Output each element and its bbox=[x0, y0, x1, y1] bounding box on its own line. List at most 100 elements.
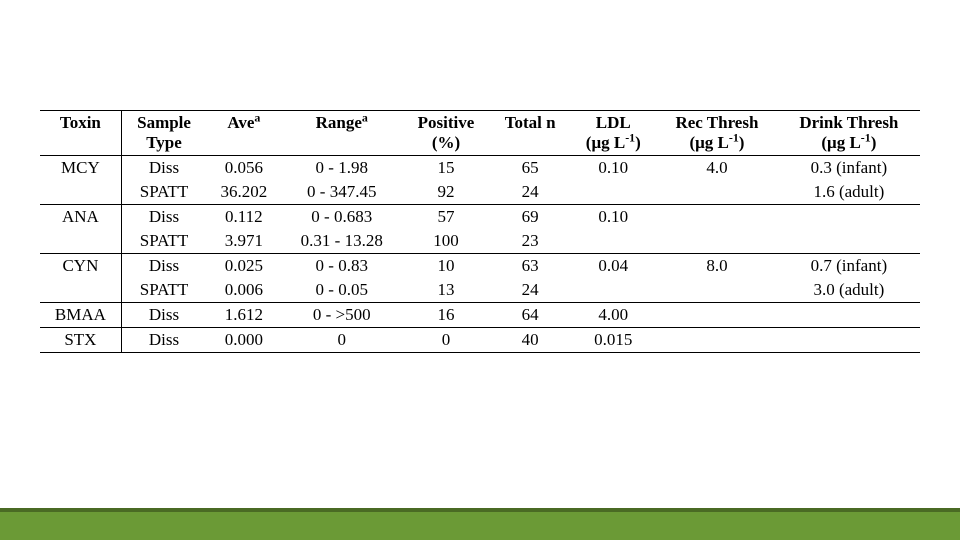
table-row: SPATT3.9710.31 - 13.2810023 bbox=[40, 229, 920, 254]
cell-toxin: MCY bbox=[40, 156, 121, 181]
cell-range: 0 - >500 bbox=[281, 303, 402, 328]
cell-toxin bbox=[40, 278, 121, 303]
header-rec-unit: (μg L-1) bbox=[689, 133, 744, 152]
cell-rec bbox=[656, 278, 778, 303]
col-positive-header: Positive (%) bbox=[402, 111, 490, 156]
header-drink-unit: (μg L-1) bbox=[821, 133, 876, 152]
table-body: MCYDiss0.0560 - 1.9815650.104.00.3 (infa… bbox=[40, 156, 920, 353]
table-row: STXDiss0.00000400.015 bbox=[40, 328, 920, 353]
cell-sample-type: SPATT bbox=[121, 278, 206, 303]
cell-ldl bbox=[570, 180, 656, 205]
cell-ave: 1.612 bbox=[206, 303, 281, 328]
cell-toxin bbox=[40, 180, 121, 205]
cell-ave: 3.971 bbox=[206, 229, 281, 254]
cell-ldl: 0.015 bbox=[570, 328, 656, 353]
cell-range: 0 - 0.683 bbox=[281, 205, 402, 230]
toxin-table: Toxin Sample Type Avea Rangea Positive (… bbox=[40, 110, 920, 353]
cell-drink: 1.6 (adult) bbox=[778, 180, 920, 205]
cell-ave: 0.112 bbox=[206, 205, 281, 230]
cell-totaln: 23 bbox=[490, 229, 571, 254]
col-totaln-header: Total n bbox=[490, 111, 571, 156]
cell-positive: 13 bbox=[402, 278, 490, 303]
cell-totaln: 69 bbox=[490, 205, 571, 230]
table-row: ANADiss0.1120 - 0.68357690.10 bbox=[40, 205, 920, 230]
cell-rec bbox=[656, 229, 778, 254]
cell-totaln: 24 bbox=[490, 278, 571, 303]
cell-toxin: ANA bbox=[40, 205, 121, 230]
cell-positive: 15 bbox=[402, 156, 490, 181]
cell-totaln: 40 bbox=[490, 328, 571, 353]
header-ldl-unit: (μg L-1) bbox=[586, 133, 641, 152]
col-toxin-header: Toxin bbox=[40, 111, 121, 156]
cell-positive: 92 bbox=[402, 180, 490, 205]
col-ldl-header: LDL (μg L-1) bbox=[570, 111, 656, 156]
cell-toxin: STX bbox=[40, 328, 121, 353]
cell-rec: 4.0 bbox=[656, 156, 778, 181]
cell-ldl: 0.04 bbox=[570, 254, 656, 279]
header-sample-l2: Type bbox=[146, 133, 182, 152]
cell-ave: 36.202 bbox=[206, 180, 281, 205]
cell-drink: 3.0 (adult) bbox=[778, 278, 920, 303]
cell-range: 0 - 0.83 bbox=[281, 254, 402, 279]
cell-range: 0 - 347.45 bbox=[281, 180, 402, 205]
cell-totaln: 63 bbox=[490, 254, 571, 279]
cell-sample-type: Diss bbox=[121, 156, 206, 181]
header-rec-l1: Rec Thresh bbox=[675, 113, 758, 132]
cell-totaln: 65 bbox=[490, 156, 571, 181]
cell-sample-type: SPATT bbox=[121, 180, 206, 205]
cell-ave: 0.006 bbox=[206, 278, 281, 303]
table-row: SPATT0.0060 - 0.051324 3.0 (adult) bbox=[40, 278, 920, 303]
header-range: Range bbox=[316, 113, 362, 132]
cell-rec bbox=[656, 205, 778, 230]
cell-rec bbox=[656, 180, 778, 205]
cell-range: 0 - 1.98 bbox=[281, 156, 402, 181]
cell-toxin bbox=[40, 229, 121, 254]
table-row: MCYDiss0.0560 - 1.9815650.104.00.3 (infa… bbox=[40, 156, 920, 181]
cell-ave: 0.056 bbox=[206, 156, 281, 181]
header-positive-l1: Positive bbox=[418, 113, 475, 132]
header-ave: Ave bbox=[227, 113, 254, 132]
cell-ldl: 0.10 bbox=[570, 205, 656, 230]
cell-sample-type: SPATT bbox=[121, 229, 206, 254]
header-positive-l2: (%) bbox=[432, 133, 460, 152]
cell-ldl: 4.00 bbox=[570, 303, 656, 328]
cell-positive: 16 bbox=[402, 303, 490, 328]
cell-toxin: BMAA bbox=[40, 303, 121, 328]
cell-rec: 8.0 bbox=[656, 254, 778, 279]
cell-positive: 10 bbox=[402, 254, 490, 279]
header-totaln: Total n bbox=[505, 113, 556, 132]
header-range-sup: a bbox=[362, 110, 368, 124]
header-ave-sup: a bbox=[254, 110, 260, 124]
cell-positive: 57 bbox=[402, 205, 490, 230]
cell-ldl bbox=[570, 278, 656, 303]
cell-drink bbox=[778, 229, 920, 254]
cell-toxin: CYN bbox=[40, 254, 121, 279]
cell-drink bbox=[778, 205, 920, 230]
col-sample-type-header: Sample Type bbox=[121, 111, 206, 156]
cell-sample-type: Diss bbox=[121, 205, 206, 230]
cell-positive: 0 bbox=[402, 328, 490, 353]
cell-drink bbox=[778, 328, 920, 353]
cell-sample-type: Diss bbox=[121, 328, 206, 353]
cell-range: 0.31 - 13.28 bbox=[281, 229, 402, 254]
cell-ave: 0.025 bbox=[206, 254, 281, 279]
cell-range: 0 - 0.05 bbox=[281, 278, 402, 303]
col-drink-header: Drink Thresh (μg L-1) bbox=[778, 111, 920, 156]
cell-drink: 0.3 (infant) bbox=[778, 156, 920, 181]
header-sample-l1: Sample bbox=[137, 113, 191, 132]
cell-ave: 0.000 bbox=[206, 328, 281, 353]
table-row: CYNDiss0.0250 - 0.8310630.048.00.7 (infa… bbox=[40, 254, 920, 279]
table-row: SPATT36.2020 - 347.459224 1.6 (adult) bbox=[40, 180, 920, 205]
cell-totaln: 64 bbox=[490, 303, 571, 328]
col-rec-header: Rec Thresh (μg L-1) bbox=[656, 111, 778, 156]
cell-rec bbox=[656, 328, 778, 353]
header-toxin-label: Toxin bbox=[60, 113, 101, 132]
cell-range: 0 bbox=[281, 328, 402, 353]
table-row: BMAADiss1.6120 - >50016644.00 bbox=[40, 303, 920, 328]
cell-totaln: 24 bbox=[490, 180, 571, 205]
cell-rec bbox=[656, 303, 778, 328]
cell-drink: 0.7 (infant) bbox=[778, 254, 920, 279]
header-drink-l1: Drink Thresh bbox=[799, 113, 898, 132]
cell-ldl bbox=[570, 229, 656, 254]
cell-sample-type: Diss bbox=[121, 303, 206, 328]
